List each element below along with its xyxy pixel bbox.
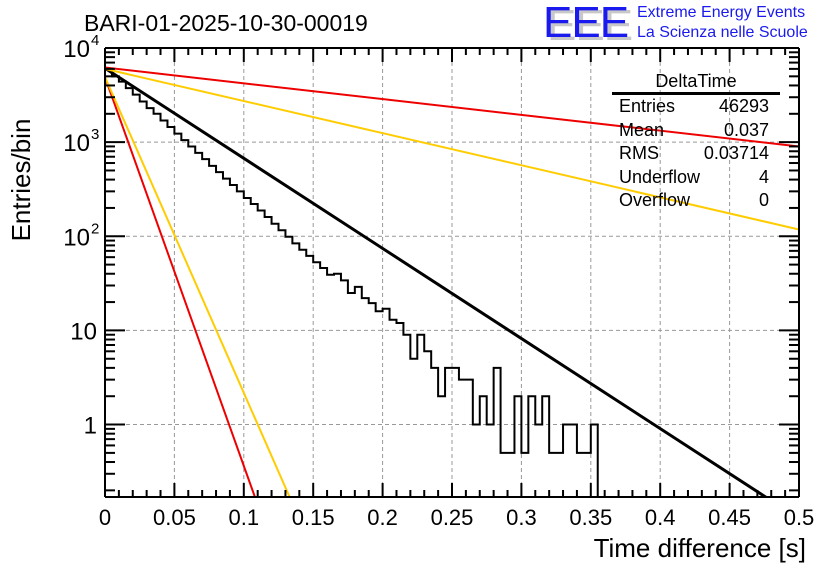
stats-label: Overflow [619,190,691,210]
x-tick-label: 0.1 [229,505,260,530]
y-tick-label: 10 [63,130,90,157]
stats-row-underflow: Underflow 4 [612,166,780,190]
stats-title: DeltaTime [655,71,737,91]
stats-row-overflow: Overflow 0 [612,189,780,213]
stats-box: DeltaTime Entries 46293 Mean 0.037 RMS 0.03… [612,70,780,213]
y-tick-label: 1 [84,413,97,440]
fit-line-yellow-slow [105,67,799,231]
logo-line-1: Extreme Energy Events [637,4,806,21]
x-tick-label: 0.35 [569,505,612,530]
x-axis-label: Time difference [s] [593,533,806,563]
logo-shadow: EEE [547,1,633,50]
y-tick-exponent: 2 [91,220,99,237]
y-axis-label: Entries/bin [6,118,36,242]
y-tick-label: 10 [63,36,90,63]
logo-mark: EEE [543,0,629,47]
x-tick-label: 0.5 [784,505,815,530]
stats-label: RMS [619,143,659,163]
chart-title: BARI-01-2025-10-30-00019 [84,10,368,36]
x-tick-label: 0 [99,505,111,530]
stats-value: 0.037 [723,119,769,140]
stats-row-rms: RMS 0.03714 [612,142,780,166]
stats-value: 46293 [718,96,769,116]
stats-value: 0.03714 [703,143,769,163]
eee-logo: EEE EEE [543,0,633,50]
x-axis-ticks: 0 0.05 0.1 0.15 0.2 0.25 0.3 0.35 0.4 0.45 0.5 [99,48,814,530]
stats-label: Underflow [619,166,701,187]
histogram-steps [105,68,599,497]
x-tick-label: 0.2 [367,505,398,530]
stats-row-entries: Entries 46293 [612,95,780,119]
fit-line-red-slow [105,66,799,148]
y-tick-label: 10 [70,318,97,345]
logo-text: Extreme Energy Events La Scienza nelle S… [637,3,808,43]
stats-row-mean: Mean 0.037 [612,119,780,143]
y-tick-label: 10 [63,224,90,251]
y-tick-exponent: 3 [91,126,99,143]
x-tick-label: 0.05 [153,505,196,530]
x-tick-label: 0.15 [292,505,335,530]
fit-line-yellow-fast [105,76,291,497]
x-tick-label: 0.45 [708,505,751,530]
logo-line-2: La Scienza nelle Scuole [637,24,808,41]
histogram-series [105,68,599,497]
stats-label: Mean [619,119,665,140]
fit-curves [105,66,799,497]
fit-line-fit [105,66,769,497]
stats-value: 0 [758,190,769,210]
x-tick-label: 0.3 [506,505,537,530]
stats-divider [612,92,780,95]
fit-line-red-fast [105,76,256,497]
x-tick-label: 0.4 [645,505,676,530]
x-tick-label: 0.25 [431,505,474,530]
stats-label: Entries [619,96,676,116]
stats-value: 4 [758,166,769,187]
y-tick-exponent: 4 [91,32,99,49]
